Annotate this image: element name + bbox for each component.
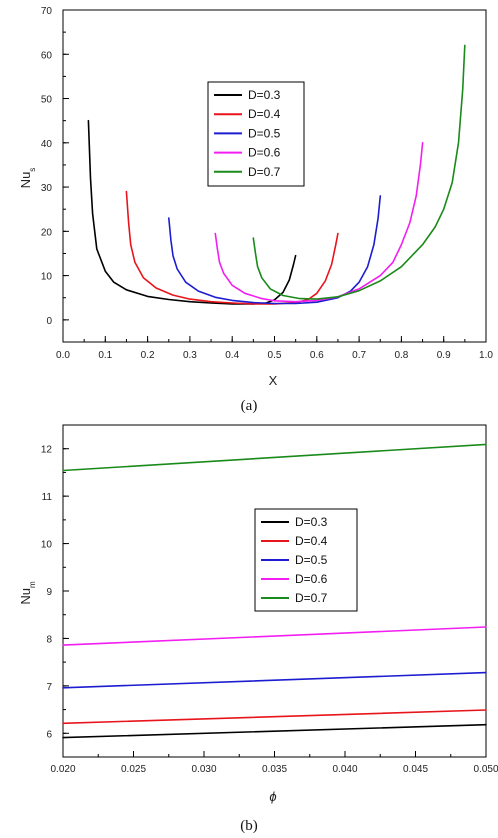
x-tick-label: 0.2 (141, 350, 155, 361)
x-tick-label: 0.8 (394, 350, 408, 361)
x-tick-label: 0.040 (332, 764, 357, 775)
series-line-D=0.7 (62, 443, 487, 472)
x-tick-label: 0.4 (225, 350, 239, 361)
legend-label: D=0.6 (295, 572, 328, 586)
x-tick-label: 0.035 (262, 764, 287, 775)
series-line-D=0.4 (62, 709, 487, 725)
series-line-D=0.6 (214, 142, 424, 303)
x-tick-label: 0.025 (121, 764, 146, 775)
x-tick-label: 0.5 (268, 350, 282, 361)
legend: D=0.3 D=0.4 D=0.5 D=0.6 D=0.7 (207, 81, 305, 187)
x-axis-label: X (269, 373, 278, 388)
legend-label: D=0.7 (295, 591, 328, 605)
x-tick-label: 0.9 (437, 350, 451, 361)
y-tick-label: 0 (46, 316, 52, 327)
figure-caption: (b) (240, 818, 258, 834)
x-tick-label: 1.0 (479, 350, 493, 361)
x-tick-label: 0.7 (352, 350, 366, 361)
series-line-D=0.5 (62, 671, 487, 689)
y-tick-label: 10 (41, 540, 53, 551)
y-tick-label: 20 (41, 227, 53, 238)
y-tick-label: 30 (41, 183, 53, 194)
y-tick-label: 11 (42, 492, 53, 503)
y-tick-label: 10 (41, 272, 53, 283)
series-line-D=0.7 (252, 44, 466, 300)
y-tick-label: 8 (46, 634, 52, 645)
legend: D=0.3 D=0.4 D=0.5 D=0.6 D=0.7 (254, 508, 358, 612)
x-tick-label: 0.020 (50, 764, 75, 775)
legend-label: D=0.6 (248, 146, 281, 160)
y-tick-label: 70 (41, 6, 53, 17)
y-tick-label: 12 (41, 445, 53, 456)
x-tick-label: 0.1 (98, 350, 112, 361)
x-tick-label: 0.6 (310, 350, 324, 361)
legend-label: D=0.3 (295, 515, 328, 529)
x-tick-label: 0.0 (56, 350, 70, 361)
x-tick-label: 0.3 (183, 350, 197, 361)
legend-label: D=0.3 (248, 88, 281, 102)
figure-caption: (a) (241, 398, 258, 414)
y-tick-label: 60 (41, 50, 53, 61)
series-line-D=0.3 (87, 119, 297, 305)
x-tick-label: 0.030 (191, 764, 216, 775)
legend-label: D=0.5 (295, 553, 328, 567)
chart-a: 0.0 0.1 0.2 0.3 0.4 0.5 0.6 0.7 0.8 0.9 1.0 0 10 20 30… (18, 6, 493, 414)
x-tick-label: 0.050 (473, 764, 498, 775)
legend-label: D=0.7 (248, 165, 281, 179)
chart-b: 0.020 0.025 0.030 0.035 0.040 0.045 0.050 6 7 8 9 1… (18, 424, 498, 834)
y-axis-label: Num (18, 581, 37, 605)
y-tick-label: 6 (46, 729, 52, 740)
series-line-D=0.6 (62, 626, 487, 646)
y-tick-label: 9 (46, 587, 52, 598)
x-tick-label: 0.045 (403, 764, 428, 775)
y-tick-label: 50 (41, 95, 53, 106)
legend-label: D=0.4 (295, 534, 328, 548)
series-line-D=0.5 (168, 195, 382, 305)
y-tick-label: 40 (41, 139, 53, 150)
series-line-D=0.4 (125, 190, 339, 305)
y-tick-label: 7 (46, 682, 52, 693)
legend-label: D=0.5 (248, 126, 281, 140)
y-axis-label: Nus (18, 168, 37, 189)
x-axis-label: ϕ (269, 789, 276, 804)
series-line-D=0.3 (62, 723, 487, 739)
legend-label: D=0.4 (248, 107, 281, 121)
